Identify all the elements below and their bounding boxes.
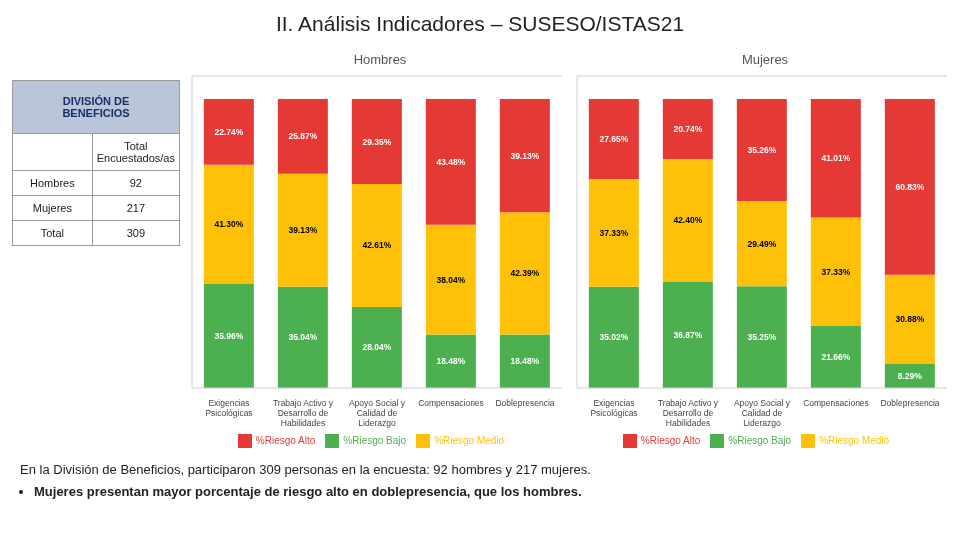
svg-text:27.65%: 27.65% (599, 134, 628, 144)
svg-text:22.74%: 22.74% (214, 127, 243, 137)
svg-text:Apoyo Social yCalidad deLidera: Apoyo Social yCalidad deLiderazgo (734, 398, 791, 428)
svg-text:41.01%: 41.01% (821, 153, 850, 163)
html-text:%Riesgo Alto: %Riesgo Alto (640, 434, 701, 446)
svg-text:30.88%: 30.88% (895, 314, 924, 324)
html-text:%Riesgo Bajo: %Riesgo Bajo (343, 434, 407, 446)
svg-text:35.04%: 35.04% (288, 332, 317, 342)
svg-text:Doblepresencia: Doblepresencia (880, 398, 939, 408)
html-text:DIVISIÓN DE BENEFICIOS: DIVISIÓN DE BENEFICIOS (62, 95, 130, 119)
html-text:%Riesgo Medio: %Riesgo Medio (819, 434, 890, 446)
html-text:En la División de Beneficios,: En la División de Beneficios, participar… (20, 462, 591, 477)
svg-text:18.48%: 18.48% (436, 356, 465, 366)
svg-text:38.04%: 38.04% (436, 275, 465, 285)
svg-text:18.48%: 18.48% (510, 356, 539, 366)
svg-text:ExigenciasPsicológicas: ExigenciasPsicológicas (205, 398, 252, 418)
svg-text:35.96%: 35.96% (214, 331, 243, 341)
svg-text:Doblepresencia: Doblepresencia (495, 398, 554, 408)
svg-text:21.66%: 21.66% (821, 352, 850, 362)
svg-text:8.29%: 8.29% (898, 371, 923, 381)
html-text:II. Análisis Indicadores – SUS: II. Análisis Indicadores – SUSESO/ISTAS2… (275, 12, 685, 35)
html-text:Mujeres: Mujeres (32, 202, 72, 214)
svg-text:36.87%: 36.87% (673, 330, 702, 340)
svg-text:Trabajo Activo yDesarrollo deH: Trabajo Activo yDesarrollo deHabilidades (658, 398, 719, 428)
html-text:Total Encuestados/as: Total Encuestados/as (96, 140, 175, 164)
svg-text:41.30%: 41.30% (214, 219, 243, 229)
html-text:Total: Total (40, 227, 64, 239)
html-text:Mujeres presentan mayor porcen: Mujeres presentan mayor porcentaje de ri… (34, 484, 582, 499)
svg-text:29.49%: 29.49% (747, 239, 776, 249)
svg-text:35.25%: 35.25% (747, 332, 776, 342)
svg-text:ExigenciasPsicológicas: ExigenciasPsicológicas (590, 398, 637, 418)
svg-text:Compensaciones: Compensaciones (803, 398, 869, 408)
svg-text:42.61%: 42.61% (362, 240, 391, 250)
svg-text:35.02%: 35.02% (599, 332, 628, 342)
html-text:%Riesgo Bajo: %Riesgo Bajo (728, 434, 792, 446)
svg-text:25.87%: 25.87% (288, 131, 317, 141)
svg-text:35.26%: 35.26% (747, 145, 776, 155)
html-text:92: 92 (129, 177, 142, 189)
svg-text:Trabajo Activo yDesarrollo deH: Trabajo Activo yDesarrollo deHabilidades (273, 398, 334, 428)
html-text:309: 309 (126, 227, 145, 239)
svg-text:20.74%: 20.74% (673, 124, 702, 134)
html-text:Hombres: Hombres (30, 177, 75, 189)
svg-text:Apoyo Social yCalidad deLidera: Apoyo Social yCalidad deLiderazgo (349, 398, 406, 428)
svg-text:42.40%: 42.40% (673, 215, 702, 225)
svg-text:37.33%: 37.33% (599, 228, 628, 238)
svg-text:28.04%: 28.04% (362, 342, 391, 352)
html-text:%Riesgo Alto: %Riesgo Alto (255, 434, 316, 446)
html-text:217: 217 (126, 202, 145, 214)
svg-text:37.33%: 37.33% (821, 267, 850, 277)
svg-text:29.35%: 29.35% (362, 137, 391, 147)
html-text:Hombres: Hombres (353, 52, 407, 67)
html-text:Mujeres: Mujeres (741, 52, 789, 67)
html-text:%Riesgo Medio: %Riesgo Medio (434, 434, 505, 446)
svg-text:60.83%: 60.83% (895, 182, 924, 192)
svg-text:Compensaciones: Compensaciones (418, 398, 484, 408)
svg-text:39.13%: 39.13% (510, 151, 539, 161)
svg-text:39.13%: 39.13% (288, 225, 317, 235)
svg-text:43.48%: 43.48% (436, 157, 465, 167)
svg-text:42.39%: 42.39% (510, 268, 539, 278)
